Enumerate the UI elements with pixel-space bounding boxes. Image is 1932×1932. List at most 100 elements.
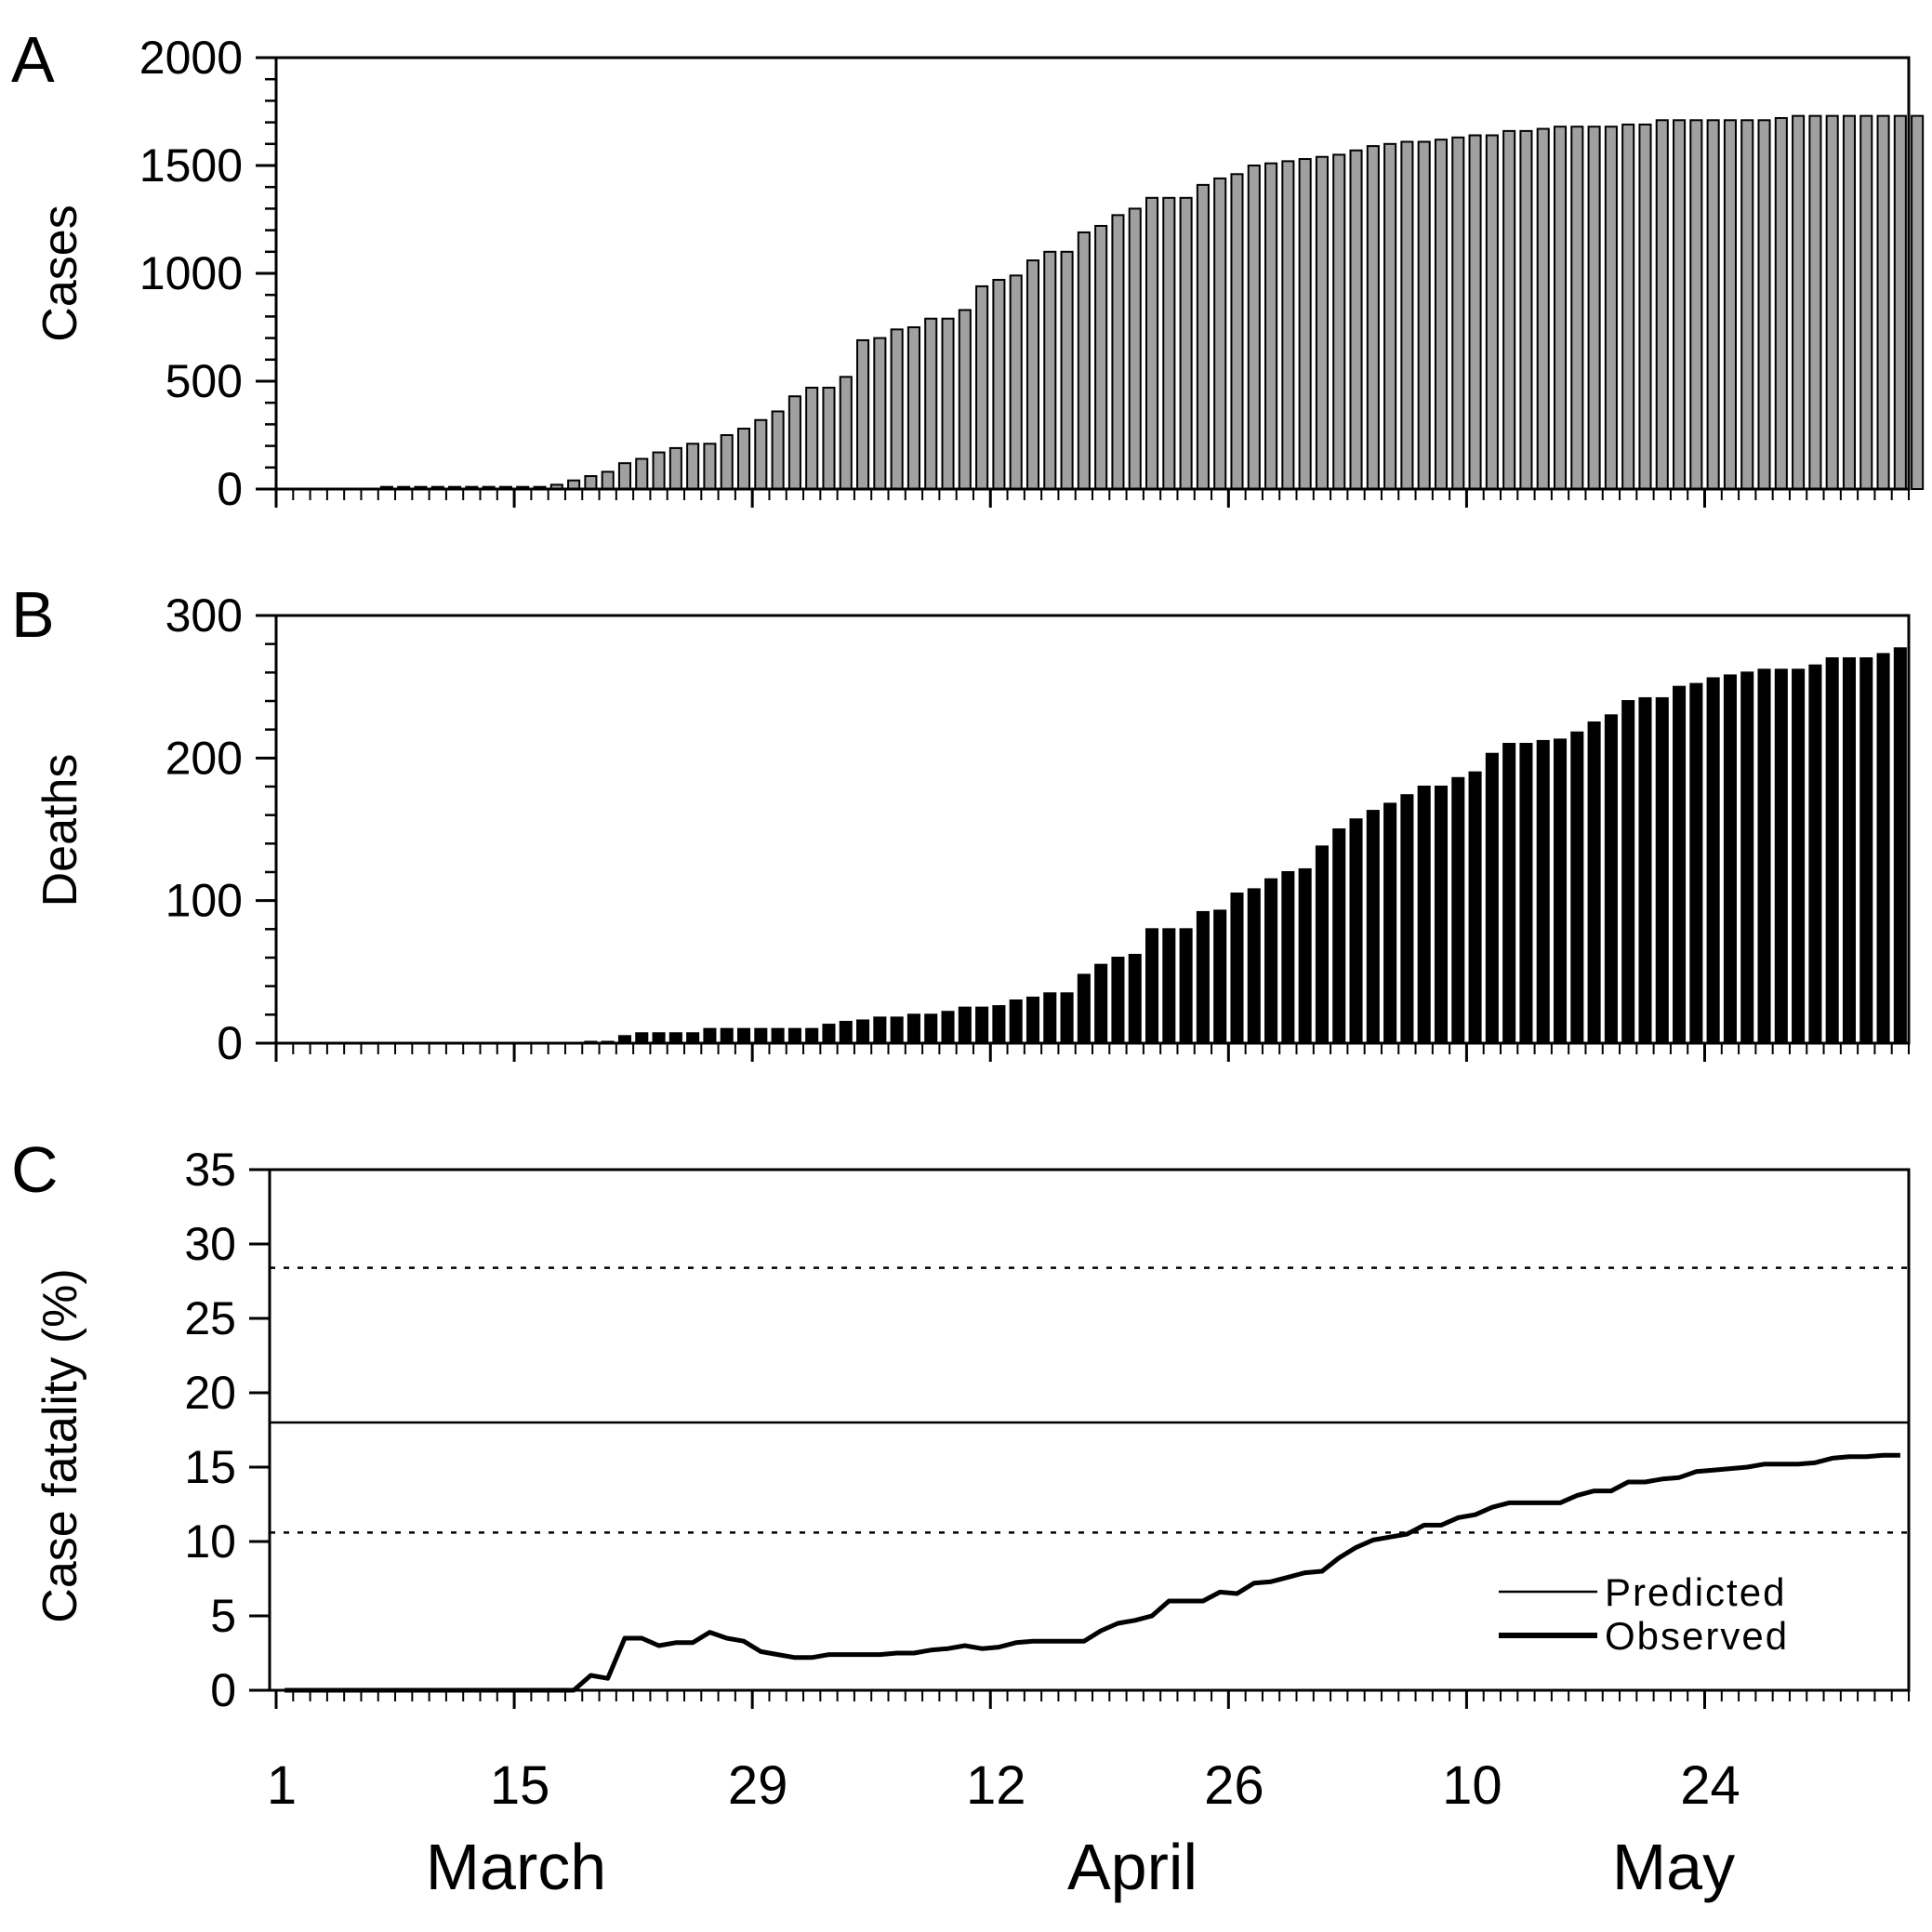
y-tick-label: 1000 [139,247,243,299]
bar [601,470,615,491]
bar [1298,867,1312,1045]
bar [1451,776,1465,1044]
x-day-label: 10 [1442,1755,1502,1816]
x-day-labels: 1 15 29 12 26 10 24 [267,1755,1740,1816]
legend-observed-label: Observed [1605,1614,1789,1658]
bar [1859,657,1873,1044]
bar [1383,142,1397,491]
bar [1485,752,1499,1044]
bar [1757,119,1771,490]
y-tick-label: 300 [165,589,243,642]
bar [890,1016,904,1045]
bar [1417,140,1431,490]
x-day-label: 24 [1680,1755,1740,1816]
bar [1792,668,1806,1044]
bar [1808,114,1822,490]
bar [1213,177,1227,490]
bar [1893,114,1907,490]
y-tick-label: 25 [184,1292,236,1344]
bar [1451,136,1465,490]
bar [1876,653,1890,1045]
bar [787,1027,801,1044]
bar [1145,196,1159,491]
x-day-label: 15 [490,1755,550,1816]
bar [839,376,853,490]
bar [1587,126,1601,491]
bar [1179,196,1193,491]
bar [822,1024,836,1044]
bar [1808,664,1822,1045]
bar [1536,739,1550,1045]
bar [1638,696,1652,1045]
bar [1298,158,1312,490]
bar [992,278,1006,490]
bar [1077,973,1091,1045]
bar [1060,250,1074,490]
bar [1570,731,1584,1044]
bar [1842,114,1857,490]
bar [1179,928,1193,1044]
bar [1434,786,1449,1044]
bar [1230,893,1244,1044]
bar [1757,668,1771,1044]
panel-a: A Cases 0 500 1000 1500 2000 [11,23,1925,515]
bar [1332,828,1346,1044]
bar [1587,721,1601,1044]
bar [754,418,768,491]
bar [720,1027,734,1044]
x-ticks-a [274,489,1910,508]
bar [1638,123,1652,490]
bar [1230,173,1244,490]
bar [1723,119,1737,490]
bar [668,446,682,491]
bar [635,457,649,490]
y-tick-label: 2000 [139,32,243,84]
y-tick-label: 15 [184,1441,236,1493]
panel-letter-a: A [11,23,55,96]
y-tick-label: 200 [165,732,243,784]
y-ticks-a: 0 500 1000 1500 2000 [139,32,276,515]
panel-letter-c: C [11,1133,59,1206]
bar [958,1006,972,1044]
bar [1162,196,1176,491]
bar [703,443,717,490]
panel-c: C Case fatality (%) 0 5 10 15 20 25 30 35 Predi… [11,1133,1911,1716]
bar [1366,145,1380,490]
bar [1196,183,1210,490]
panel-b: B Deaths 0 100 200 300 [11,578,1911,1069]
bar [1911,114,1925,490]
bar [1740,119,1754,490]
y-tick-label: 10 [184,1515,236,1568]
bar [1349,818,1363,1044]
bar [958,309,972,490]
bar [1825,657,1839,1044]
bar [1689,119,1703,490]
bar [635,1032,649,1045]
bar [941,317,955,490]
bar [668,1032,682,1045]
bar [1060,992,1074,1045]
bar [1825,114,1839,490]
bar [736,1027,751,1044]
bar [873,337,887,490]
bar [1859,114,1873,490]
bar [1264,878,1278,1045]
bar [1077,231,1091,490]
x-day-label: 29 [728,1755,788,1816]
bar [771,410,785,491]
bar [1519,743,1533,1044]
ylabel-cases: Cases [33,205,87,341]
bar [1315,845,1329,1045]
bar [1553,126,1568,491]
plot-frame-a [274,56,1911,491]
bar [1740,671,1754,1044]
x-ticks-b [274,1043,1910,1062]
bar [1570,126,1584,491]
bar [1621,700,1635,1044]
bar [1400,794,1414,1044]
bar [1400,140,1414,490]
bar [1247,888,1261,1045]
bar [1621,123,1635,490]
bar [906,1013,920,1045]
